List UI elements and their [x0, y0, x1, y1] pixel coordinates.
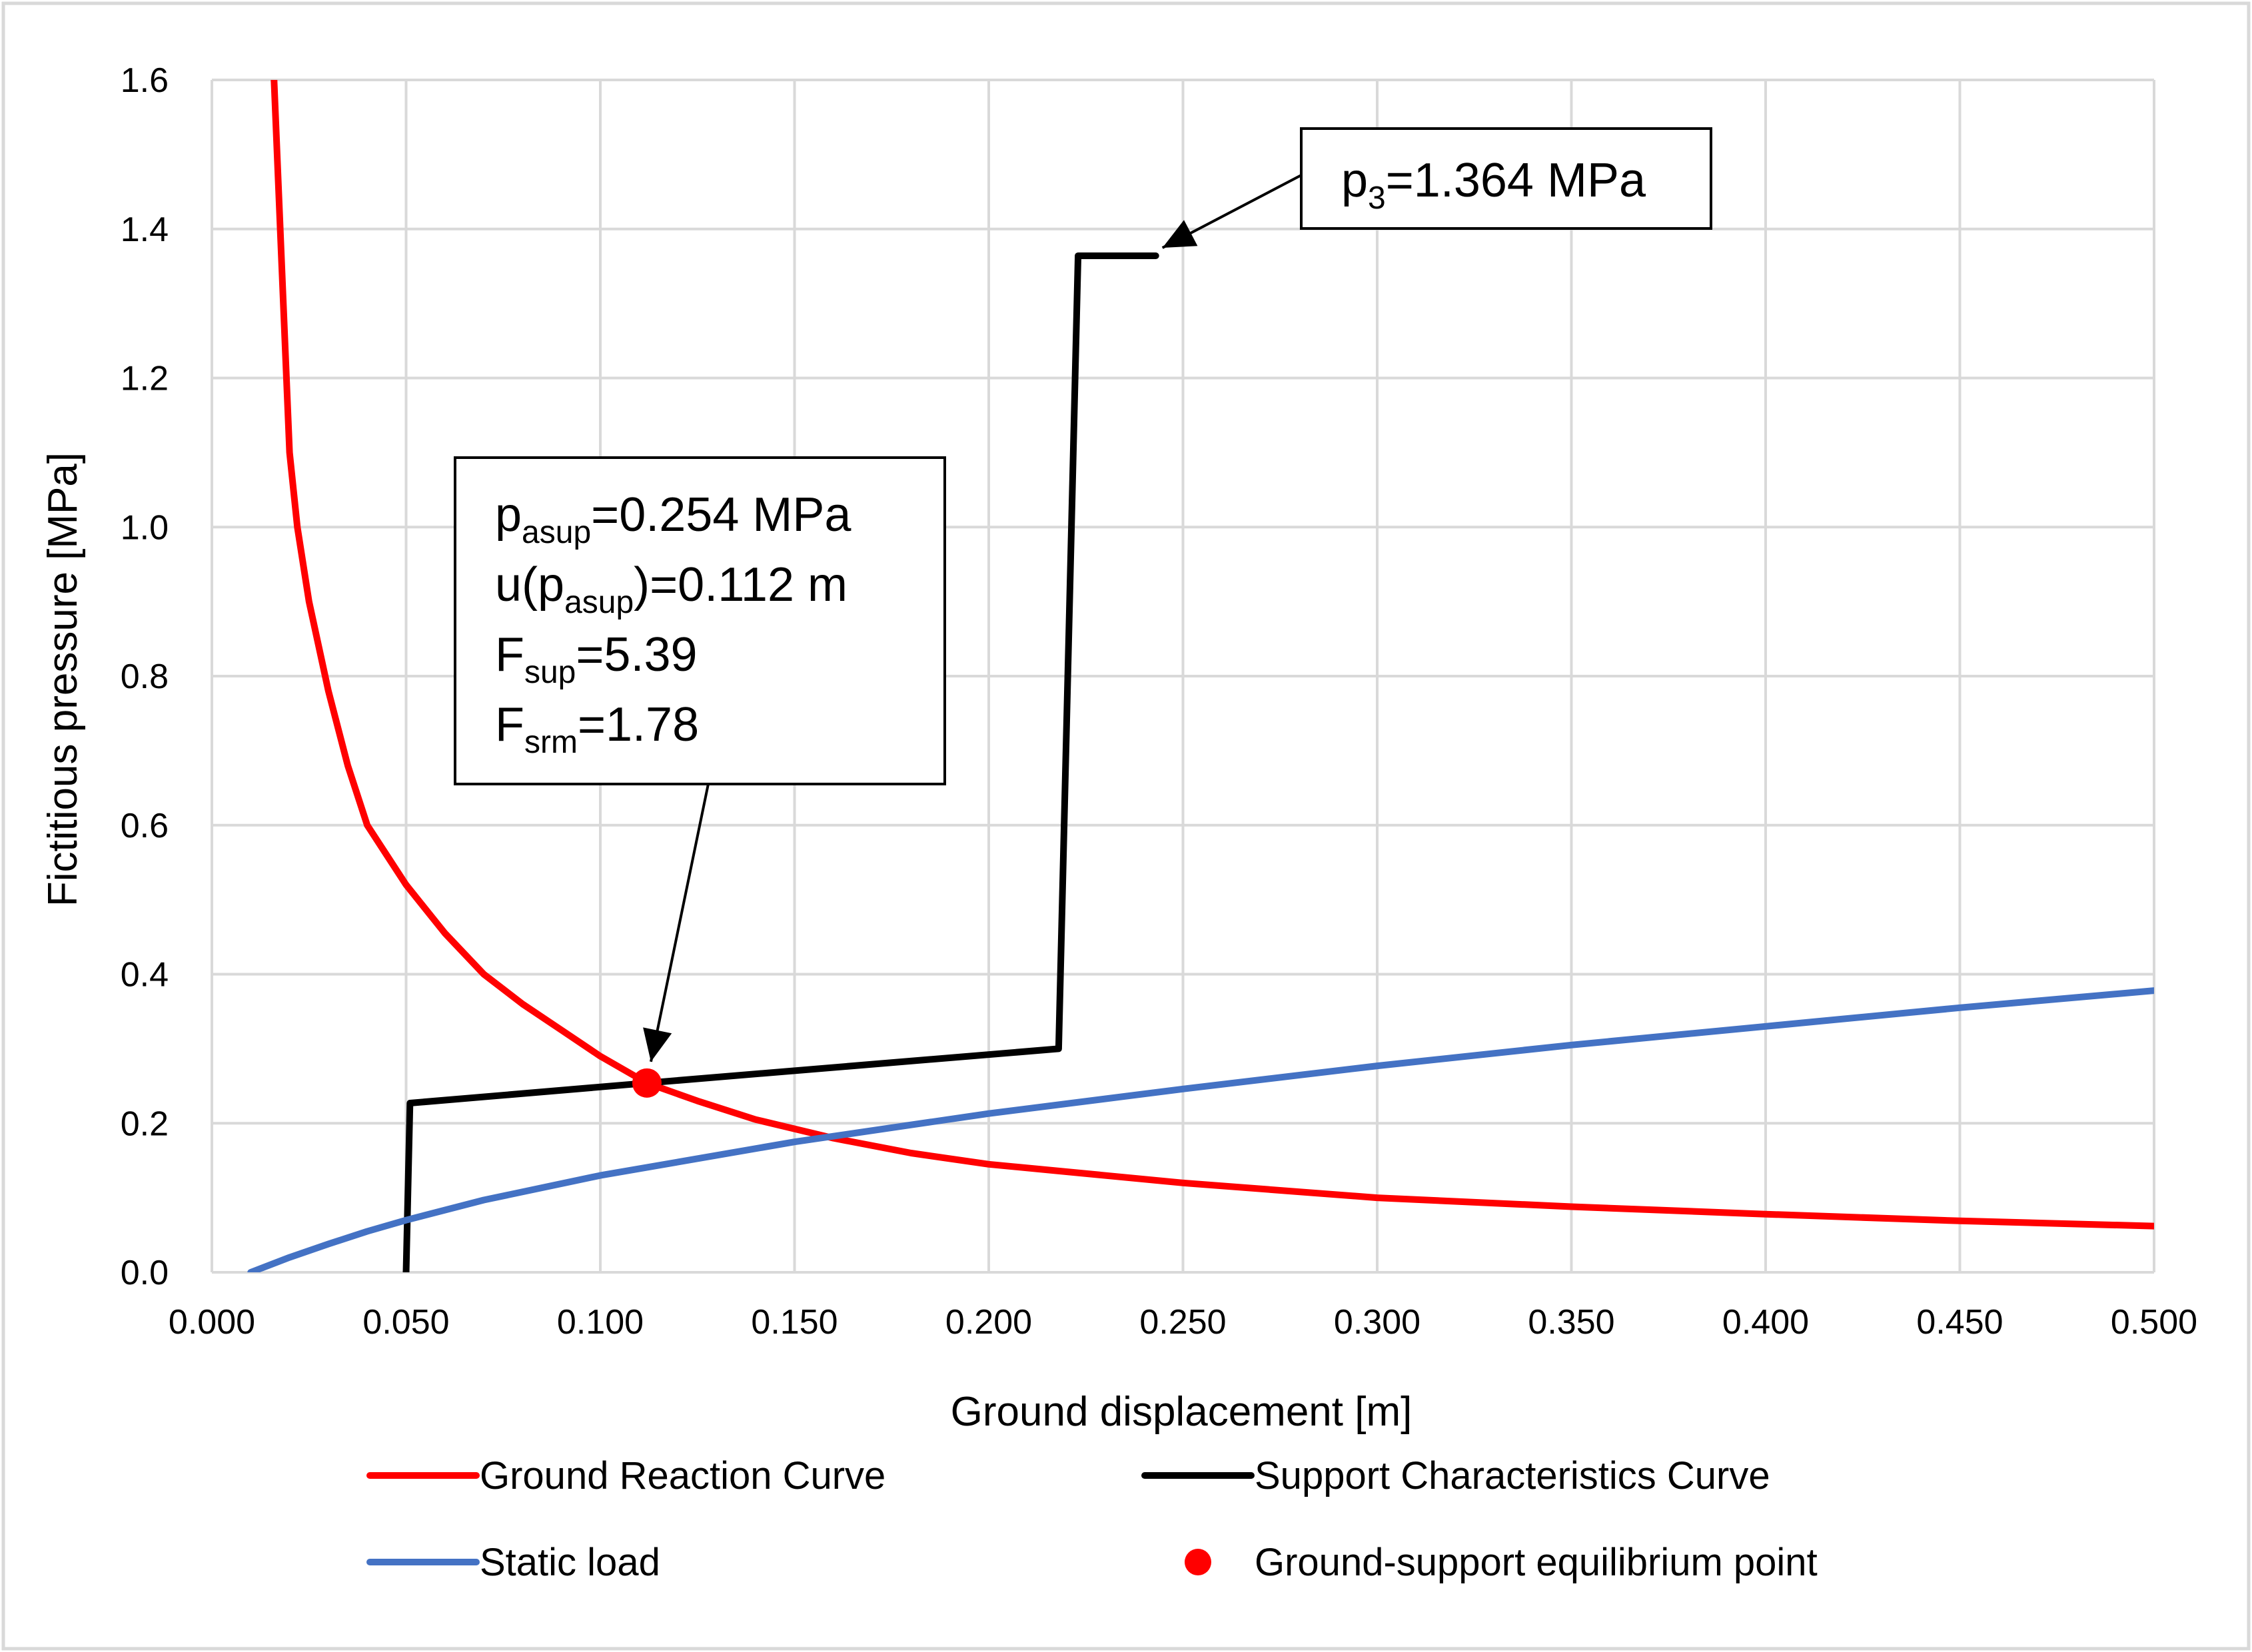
y-tick-label: 0.2 — [121, 1104, 169, 1143]
annotation-text-line: Fsup=5.39 — [495, 628, 698, 690]
x-tick-label: 0.200 — [945, 1303, 1032, 1342]
x-tick-label: 0.000 — [169, 1303, 255, 1342]
annotations: pasup=0.254 MPa u(pasup)=0.112 m Fsup=5.39… — [454, 127, 1712, 1098]
tick-labels: 0.000 0.050 0.100 0.150 0.200 0.250 0.300 0.350… — [121, 61, 2197, 1342]
y-tick-label: 0.4 — [121, 956, 169, 995]
y-tick-label: 0.6 — [121, 807, 169, 845]
x-tick-label: 0.100 — [557, 1303, 644, 1342]
annotation-text-line: pasup=0.254 MPa — [495, 488, 851, 550]
point-ground-support-equilibrium-point — [632, 1068, 662, 1098]
annotation-arrow-head — [643, 1027, 672, 1062]
x-tick-label: 0.450 — [1916, 1303, 2003, 1342]
legend-label: Support Characteristics Curve — [1255, 1454, 1770, 1497]
y-tick-label: 1.4 — [121, 210, 169, 249]
y-tick-label: 0.0 — [121, 1254, 169, 1292]
x-tick-label: 0.300 — [1334, 1303, 1420, 1342]
x-axis-title: Ground displacement [m] — [951, 1389, 1412, 1435]
series-ground-reaction-curve — [271, 80, 2154, 1230]
legend-label: Ground Reaction Curve — [480, 1454, 885, 1497]
x-tick-label: 0.350 — [1528, 1303, 1614, 1342]
annotation-text-line: Fsrm=1.78 — [495, 698, 699, 760]
series-support-characteristics-curve — [402, 252, 1159, 1272]
annotation-text-line: p3=1.364 MPa — [1341, 154, 1646, 216]
legend-label: Static load — [480, 1541, 660, 1584]
annotation-p3: p3=1.364 MPa — [1161, 127, 1712, 249]
legend-item-ground-support-equilibrium-point: Ground-support equilibrium point — [1185, 1541, 1818, 1584]
y-axis-title: Fictitious pressure [MPa] — [40, 452, 86, 907]
annotation-text-line: u(pasup)=0.112 m — [495, 558, 847, 620]
annotation-arrow-line — [650, 783, 710, 1062]
series-static-load — [247, 987, 2154, 1272]
x-tick-label: 0.250 — [1139, 1303, 1226, 1342]
y-tick-label: 1.2 — [121, 360, 169, 398]
legend-item-support-characteristics-curve: Support Characteristics Curve — [1141, 1454, 1770, 1497]
legend-swatch — [1185, 1549, 1211, 1575]
y-tick-label: 1.6 — [121, 61, 169, 100]
x-tick-label: 0.050 — [362, 1303, 449, 1342]
series-lines — [247, 80, 2154, 1272]
x-tick-label: 0.400 — [1722, 1303, 1809, 1342]
annotation-box — [454, 456, 946, 785]
x-tick-label: 0.150 — [751, 1303, 838, 1342]
y-tick-label: 0.8 — [121, 657, 169, 696]
legend-label: Ground-support equilibrium point — [1255, 1541, 1818, 1584]
annotation-box — [1300, 127, 1712, 230]
y-tick-label: 1.0 — [121, 508, 169, 547]
legend: Ground Reaction Curve Support Characteris… — [366, 1454, 1818, 1584]
annotation-arrow-head — [1162, 220, 1198, 248]
annotation-eq: pasup=0.254 MPa u(pasup)=0.112 m Fsup=5.39… — [454, 456, 946, 1062]
legend-item-ground-reaction-curve: Ground Reaction Curve — [366, 1454, 885, 1497]
legend-item-static-load: Static load — [366, 1541, 660, 1584]
x-tick-label: 0.500 — [2111, 1303, 2197, 1342]
